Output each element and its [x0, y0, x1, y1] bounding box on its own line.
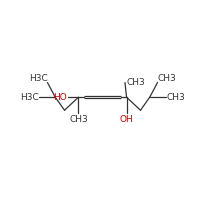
- Text: H3C: H3C: [29, 74, 47, 83]
- Text: HO: HO: [53, 93, 67, 102]
- Text: CH3: CH3: [158, 74, 176, 83]
- Text: CH3: CH3: [166, 93, 185, 102]
- Text: OH: OH: [120, 115, 133, 124]
- Text: CH3: CH3: [69, 115, 88, 124]
- Text: H3C: H3C: [20, 93, 39, 102]
- Text: CH3: CH3: [127, 78, 145, 87]
